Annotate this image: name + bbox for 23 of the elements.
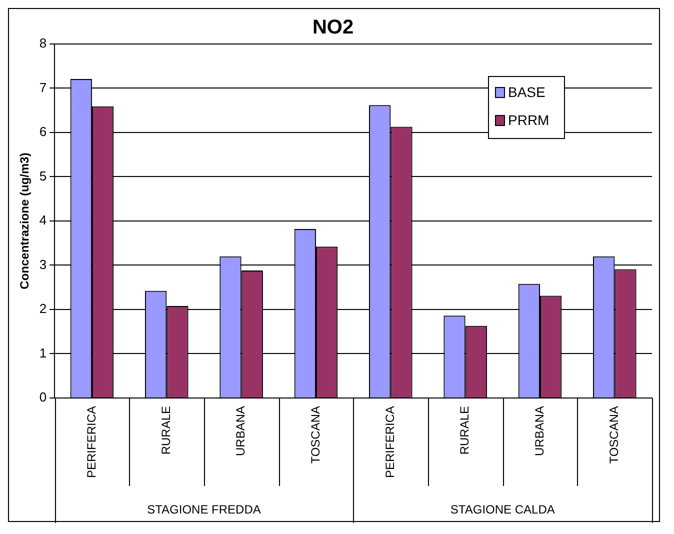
x-tick-label: URBANA (532, 406, 546, 456)
x-tick-label: TOSCANA (308, 406, 322, 464)
x-tick-label: RURALE (158, 406, 173, 455)
y-tick-label: 7 (39, 80, 47, 95)
y-tick-label: 2 (39, 301, 47, 316)
text: STAGIONE CALDA (450, 502, 555, 516)
legend-label: BASE (508, 84, 546, 100)
x-tick-label: TOSCANA (606, 406, 621, 464)
text: STAGIONE FREDDA (147, 502, 261, 516)
y-tick-label: 3 (39, 256, 47, 272)
x-tick-label: PERIFERICA (84, 406, 98, 478)
y-tick-label: 8 (39, 36, 47, 51)
chart-title: NO2 (312, 16, 354, 39)
legend-label: PRRM (508, 112, 550, 128)
y-axis-title: Concentrazione (ug/m3) (18, 152, 32, 290)
y-tick-label: 4 (39, 212, 47, 228)
y-tick-label: 5 (39, 168, 47, 184)
y-tick-label: 6 (39, 124, 47, 140)
y-tick-label: 1 (39, 345, 47, 360)
y-tick-label: 0 (39, 390, 47, 405)
x-tick-label: RURALE (458, 406, 472, 455)
x-tick-label: PERIFERICA (382, 406, 397, 478)
x-tick-label: URBANA (234, 406, 248, 456)
